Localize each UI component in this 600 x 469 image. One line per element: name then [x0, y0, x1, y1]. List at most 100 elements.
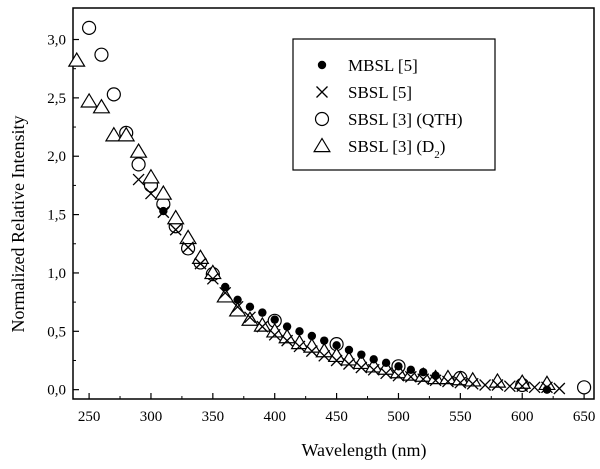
data-point [340, 350, 358, 366]
data-point [154, 184, 173, 200]
x-tick-label: 300 [140, 409, 163, 425]
data-point [182, 241, 195, 254]
data-point [132, 173, 145, 186]
x-axis: 250 300 350 400 450 500 550 600 650 [78, 393, 596, 425]
data-point [479, 379, 492, 391]
legend-label: MBSL [5] [348, 56, 418, 75]
data-point [318, 349, 331, 362]
data-point [169, 223, 182, 236]
y-tick-label: 2,5 [47, 91, 66, 107]
legend-marker [313, 137, 331, 153]
data-point [231, 300, 244, 313]
data-point [219, 286, 232, 299]
data-point [270, 315, 279, 324]
y-tick-label: 0,0 [47, 383, 66, 399]
legend-label: SBSL [5] [348, 83, 412, 102]
data-point [417, 373, 430, 386]
y-tick-label: 2,0 [47, 149, 66, 165]
data-point [81, 20, 97, 35]
y-tick-label: 1,5 [47, 208, 66, 224]
data-point [542, 385, 552, 394]
data-point [369, 355, 378, 364]
data-point [80, 92, 99, 108]
data-point [142, 168, 160, 184]
x-tick-label: 350 [202, 409, 225, 425]
y-tick-label: 3,0 [47, 33, 66, 49]
data-point [315, 342, 334, 358]
data-point [221, 282, 230, 292]
data-point [343, 358, 355, 370]
x-tick-label: 550 [449, 409, 472, 425]
x-tick-label: 650 [573, 409, 596, 425]
data-point [381, 358, 391, 368]
data-point [67, 51, 86, 67]
data-point [491, 379, 504, 391]
data-point [159, 206, 168, 216]
series-layer [67, 20, 592, 395]
data-point [553, 382, 566, 395]
data-point [92, 98, 111, 114]
data-point [129, 142, 148, 158]
data-point [268, 328, 281, 341]
data-point [104, 126, 123, 142]
plot-frame [72, 7, 595, 400]
data-point [145, 187, 157, 200]
y-axis: 0,0 0,5 1,0 1,5 2,0 2,5 3,0 [47, 33, 79, 399]
data-point [394, 362, 403, 371]
data-point [244, 311, 256, 324]
data-point [305, 345, 318, 358]
data-point [355, 361, 368, 374]
legend: MBSL [5] SBSL [5] SBSL [3] (QTH) SBSL [3] (… [292, 38, 496, 171]
data-point [253, 316, 272, 332]
x-tick-label: 450 [325, 409, 348, 425]
series-filled-circle [159, 206, 552, 394]
data-point [406, 365, 416, 375]
data-point [166, 209, 185, 225]
data-point [94, 47, 109, 62]
x-tick-label: 600 [511, 409, 534, 425]
data-point [106, 87, 121, 102]
data-point [307, 331, 317, 341]
data-point [206, 272, 219, 285]
data-point [404, 370, 417, 383]
data-point [454, 376, 467, 389]
data-point [367, 363, 380, 376]
data-point [256, 320, 269, 333]
data-point [327, 347, 346, 363]
data-point [293, 340, 306, 353]
data-point [380, 367, 393, 380]
x-tick-label: 400 [263, 409, 286, 425]
data-point [191, 249, 210, 264]
data-point [332, 341, 341, 350]
data-point [258, 308, 267, 317]
x-tick-label: 500 [387, 409, 410, 425]
data-point [352, 354, 371, 370]
data-point [282, 322, 292, 331]
y-tick-label: 0,5 [47, 324, 66, 340]
data-point [392, 369, 405, 382]
legend-marker [314, 111, 330, 127]
data-point [528, 381, 541, 394]
x-tick-label: 250 [78, 409, 101, 425]
data-point [576, 380, 592, 395]
data-point [179, 229, 198, 245]
data-point [377, 359, 396, 375]
data-point [245, 302, 255, 311]
legend-label: SBSL [3] (QTH) [348, 110, 463, 129]
data-point [228, 301, 247, 317]
data-point [320, 336, 329, 345]
y-axis-label: Normalized Relative Intensity [8, 116, 28, 333]
data-point [503, 380, 516, 393]
legend-marker [316, 86, 328, 98]
data-point [302, 337, 321, 353]
legend-label: SBSL [3] (D2) [348, 137, 445, 161]
data-point [281, 334, 294, 347]
data-point [233, 295, 242, 304]
data-point [216, 287, 235, 303]
legend-marker [317, 60, 327, 70]
data-point [330, 354, 343, 367]
data-point [131, 157, 146, 172]
data-point [516, 380, 529, 393]
data-point [419, 367, 428, 377]
